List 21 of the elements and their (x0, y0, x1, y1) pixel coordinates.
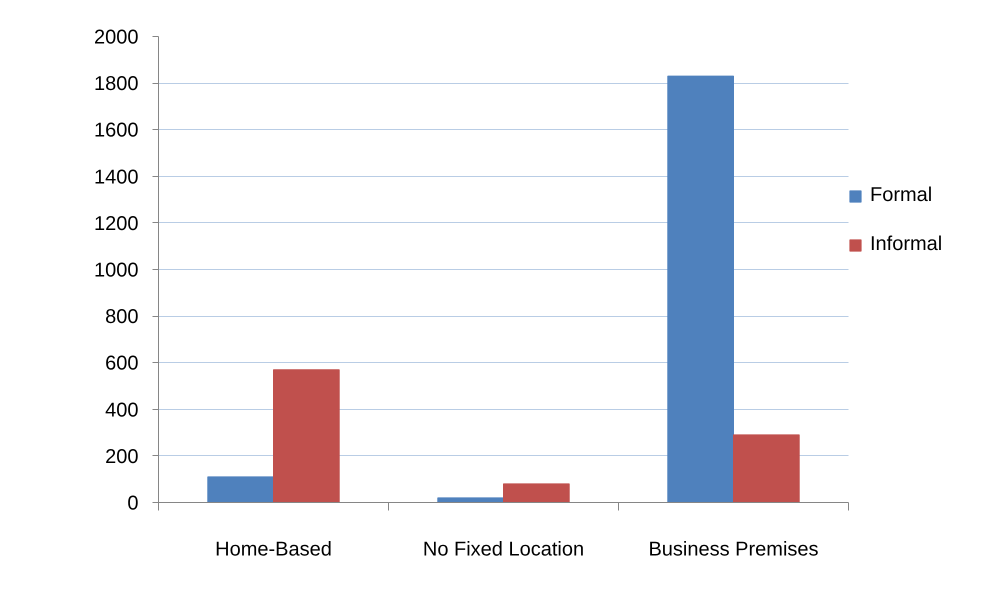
y-tick-label: 1200 (94, 212, 139, 235)
y-tick-label: 600 (105, 352, 139, 375)
y-tick-label: 0 (127, 492, 138, 514)
y-tick-label: 1600 (94, 120, 139, 142)
legend-label: Formal (870, 184, 932, 207)
y-tick-label: 200 (105, 446, 139, 468)
y-tick-label: 800 (105, 306, 139, 328)
legend-label: Informal (870, 233, 942, 256)
bar (207, 476, 274, 502)
y-tick-label: 2000 (94, 26, 139, 48)
y-tick-label: 400 (105, 399, 139, 422)
bar (503, 483, 570, 502)
y-tick-label: 1000 (94, 260, 139, 282)
bar (733, 434, 800, 502)
x-tick-label: Home-Based (215, 538, 332, 560)
bar (667, 76, 734, 502)
x-tick-label: No Fixed Location (422, 538, 584, 560)
x-tick-label: Business Premises (648, 538, 819, 560)
y-tick-label: 1400 (94, 166, 139, 188)
y-tick-label: 1800 (94, 73, 139, 96)
bar (273, 369, 340, 502)
